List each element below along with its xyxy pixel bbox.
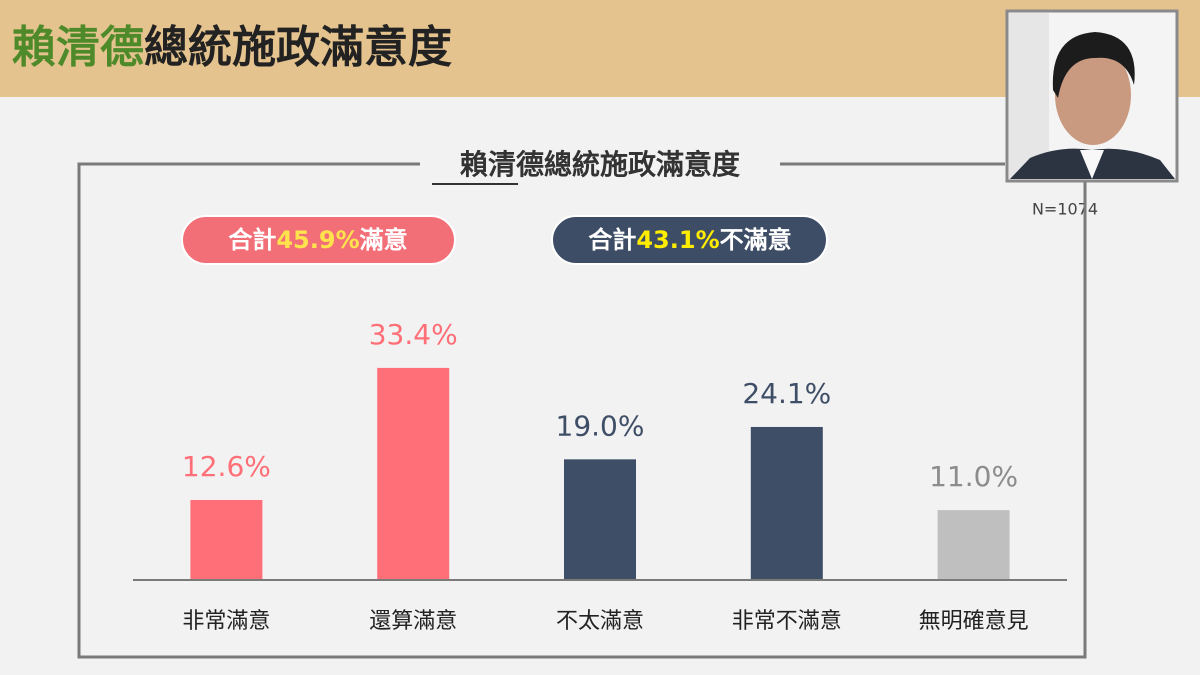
title-rest: 總統施政滿意度	[144, 22, 452, 73]
x-tick-label: 還算滿意	[369, 609, 457, 634]
sample-size: N=1074	[1032, 200, 1098, 219]
badge-satisfied: 合計45.9%滿意	[181, 215, 456, 265]
bar	[937, 510, 1010, 580]
badge-prefix: 合計	[588, 226, 636, 254]
x-tick-label: 非常滿意	[182, 609, 270, 634]
badge-value: 45.9%	[276, 226, 359, 254]
photo	[1005, 9, 1179, 183]
x-tick-label: 無明確意見	[919, 609, 1029, 634]
value-label: 33.4%	[369, 318, 458, 351]
bar	[750, 426, 823, 580]
chart-frame	[77, 162, 1087, 659]
header-band	[0, 0, 1200, 97]
value-label: 12.6%	[182, 450, 271, 483]
svg-text:合計45.9%滿意: 合計45.9%滿意	[228, 226, 407, 254]
badge-suffix: 滿意	[360, 226, 408, 254]
value-label: 24.1%	[742, 377, 831, 410]
bar	[564, 459, 636, 580]
svg-text:合計43.1%不滿意: 合計43.1%不滿意	[588, 226, 791, 254]
bar	[377, 367, 450, 580]
header-title: 賴清德總統施政滿意度	[12, 22, 452, 73]
badge-prefix: 合計	[228, 226, 276, 254]
x-tick-label: 非常不滿意	[732, 609, 842, 634]
badge-suffix: 不滿意	[720, 226, 792, 254]
x-tick-label: 不太滿意	[556, 609, 644, 634]
badge-dissatisfied: 合計43.1%不滿意	[551, 215, 828, 265]
badge-value: 43.1%	[636, 226, 719, 254]
title-highlight: 賴清德	[12, 22, 144, 73]
value-label: 19.0%	[556, 409, 645, 442]
chart-title: 賴清德總統施政滿意度	[460, 148, 740, 181]
bar	[190, 499, 263, 580]
value-label: 11.0%	[929, 460, 1018, 493]
